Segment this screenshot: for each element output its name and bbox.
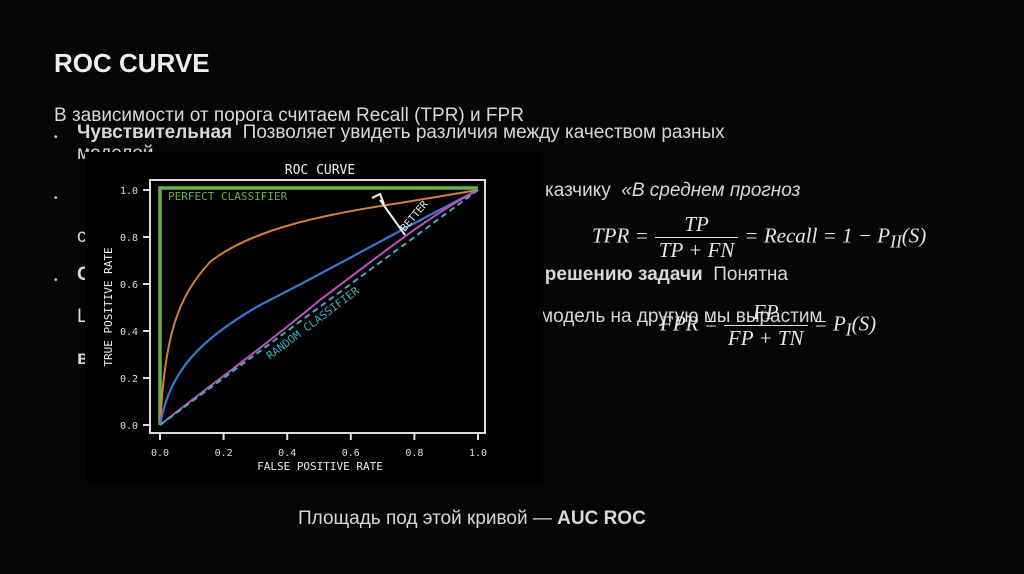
y-tick-label: 0.2 bbox=[120, 374, 138, 385]
sub: I bbox=[845, 319, 852, 340]
text: Площадь под этой кривой — bbox=[298, 508, 552, 529]
plot-frame bbox=[149, 179, 486, 434]
bullet: • bbox=[54, 275, 58, 286]
numerator: FP bbox=[723, 300, 808, 326]
x-tick-label: 0.2 bbox=[215, 448, 233, 459]
bullet: • bbox=[54, 193, 58, 204]
y-tick-label: 0.4 bbox=[120, 327, 138, 338]
bullet-text: в bbox=[77, 348, 89, 369]
bullet-text: L bbox=[77, 306, 88, 327]
bullet: • bbox=[54, 132, 58, 143]
bullet-text: Чувствительная Позволяет увидеть различи… bbox=[77, 122, 725, 144]
bold: к решению задачи bbox=[530, 264, 703, 285]
tail: (S) bbox=[901, 223, 927, 248]
numerator: TP bbox=[654, 212, 739, 238]
bullet-text: модель на другую мы вырастим bbox=[540, 306, 823, 327]
roc-figure: ROC CURVE FALSE POSITIVE RATE TRUE POSIT… bbox=[85, 152, 543, 483]
text: Понятна bbox=[713, 264, 788, 285]
text: казчику bbox=[545, 180, 611, 201]
fraction: TP TP + FN bbox=[654, 212, 739, 263]
sub: II bbox=[890, 231, 902, 252]
lhs: FPR = bbox=[660, 311, 718, 336]
bullet-text: к решению задачи Понятна bbox=[530, 264, 788, 286]
fraction: FP FP + TN bbox=[723, 300, 808, 351]
y-tick-label: 0.6 bbox=[120, 280, 138, 291]
title: ROC CURVE bbox=[54, 48, 210, 78]
denominator: FP + TN bbox=[727, 326, 804, 350]
y-label: TRUE POSITIVE RATE bbox=[102, 247, 115, 366]
orange-curve bbox=[159, 189, 479, 426]
y-tick-label: 0.8 bbox=[120, 233, 138, 244]
rhs: = P bbox=[813, 311, 846, 336]
formula-tpr: TPR = TP TP + FN = Recall = 1 − PII(S) bbox=[592, 212, 926, 263]
italic: «В среднем прогноз bbox=[621, 180, 801, 201]
footer: Площадь под этой кривой — AUC ROC bbox=[298, 508, 646, 530]
bullet-text: с bbox=[77, 226, 87, 247]
x-tick-label: 0.4 bbox=[278, 448, 296, 459]
x-tick-label: 0.6 bbox=[342, 448, 360, 459]
formula-fpr: FPR = FP FP + TN = PI(S) bbox=[660, 300, 876, 351]
intro: В зависимости от порога считаем Recall (… bbox=[54, 105, 524, 126]
ticks: 0.0 0.0 0.2 0.2 0.4 0.4 0.6 0.6 0.8 0.8 1.0 1.0 bbox=[120, 186, 487, 459]
lhs: TPR = bbox=[592, 223, 649, 248]
magenta-curve bbox=[159, 189, 479, 426]
x-tick-label: 0.0 bbox=[151, 448, 169, 459]
bold: Чувствительная bbox=[77, 122, 233, 143]
x-label: FALSE POSITIVE RATE bbox=[257, 460, 383, 473]
rhs: = Recall = 1 − P bbox=[744, 223, 891, 248]
bullet-text: казчику «В среднем прогноз bbox=[545, 180, 800, 202]
text: Позволяет увидеть различия между качеств… bbox=[242, 122, 725, 143]
random-curve bbox=[159, 189, 479, 426]
bold: AUC ROC bbox=[557, 508, 646, 529]
tail: (S) bbox=[851, 311, 877, 336]
perfect-curve bbox=[158, 186, 478, 425]
blue-curve bbox=[158, 189, 479, 426]
x-tick-label: 1.0 bbox=[469, 448, 487, 459]
x-tick-label: 0.8 bbox=[405, 448, 423, 459]
denominator: TP + FN bbox=[658, 238, 735, 262]
perfect-label: PERFECT CLASSIFIER bbox=[168, 190, 288, 203]
figure-title: ROC CURVE bbox=[285, 163, 355, 178]
better-arrow bbox=[371, 192, 406, 236]
y-tick-label: 0.0 bbox=[120, 421, 138, 432]
y-tick-label: 1.0 bbox=[120, 186, 138, 197]
